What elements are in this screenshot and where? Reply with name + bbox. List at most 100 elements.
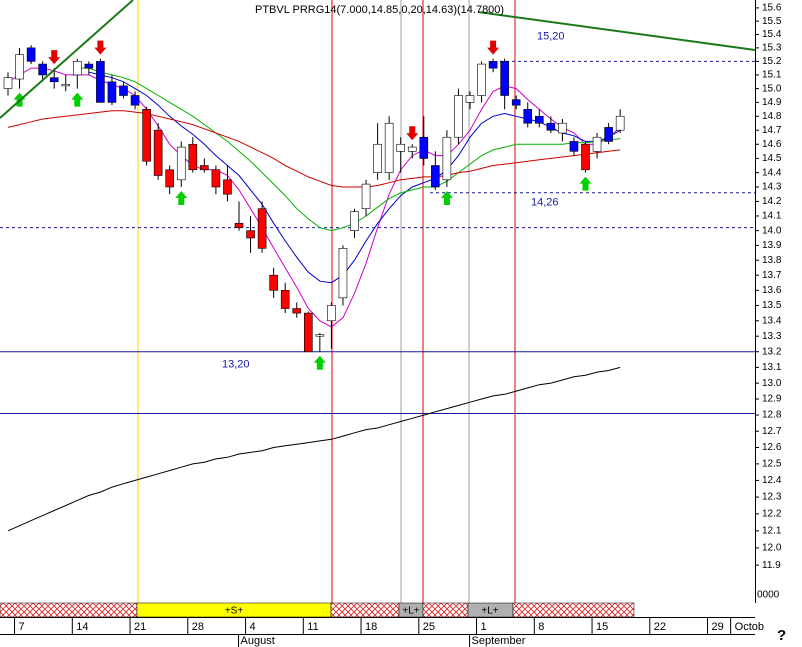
help-icon[interactable]: ? [777, 627, 786, 644]
y-tick-label: 15.2 [762, 56, 782, 67]
trend-lines [0, 0, 756, 119]
candle-body [488, 61, 498, 69]
candle-body [315, 334, 325, 337]
x-tick-label: 11 [307, 621, 318, 633]
candle-body [454, 95, 463, 138]
y-tick-label: 13.1 [762, 362, 782, 373]
candle-body [442, 136, 452, 181]
signal-label: +L+ [481, 606, 498, 617]
candle-body [223, 179, 232, 195]
candle-body [49, 77, 59, 83]
candle-body [396, 143, 406, 152]
x-tick-label: 4 [250, 621, 256, 633]
sell-arrow [487, 40, 500, 55]
plot: 15,20 14,26 13,20 [0, 30, 755, 532]
y-tick-label: 11.9 [762, 560, 781, 571]
candle-body [119, 85, 128, 96]
x-tick-label: 7 [19, 621, 25, 633]
y-tick-label: 13.4 [762, 315, 782, 326]
month-label: August [241, 635, 275, 647]
y-tick-label: 15.3 [762, 43, 782, 54]
y-tick-label: 13.8 [762, 255, 782, 266]
candle-body [592, 136, 602, 152]
x-tick-label: 15 [596, 621, 608, 633]
candle-body [234, 222, 244, 228]
candle-body [373, 143, 382, 173]
x-tick-label: 8 [538, 621, 544, 633]
candle-body [477, 63, 486, 96]
y-tick-label: 14.6 [762, 139, 782, 150]
y-tick-label: 12.8 [762, 410, 782, 421]
y-tick-label: 12.0 [762, 543, 782, 554]
candle-body [200, 165, 209, 171]
candle-body [73, 61, 82, 76]
candle-body [350, 211, 359, 231]
y-tick-label: 14.1 [762, 211, 782, 222]
y-tick-label: 12.3 [762, 492, 782, 503]
x-tick-label: 22 [654, 621, 666, 633]
y-tick-label: 13.0 [762, 378, 782, 389]
y-tick-label: 12.5 [762, 459, 782, 470]
frame [0, 0, 756, 635]
sell-arrow [94, 40, 107, 55]
y-tick-label: 13.9 [762, 240, 782, 251]
y-tick-label: 14.9 [762, 97, 782, 108]
candle-body [384, 122, 394, 173]
buy-arrow [579, 176, 592, 191]
candle-body [61, 84, 71, 87]
candle-body [38, 63, 47, 76]
y-tick-label: 14.0 [762, 225, 782, 236]
candle-body [26, 47, 36, 62]
signal-label: +L+ [402, 606, 419, 617]
y-tick-label: 15.5 [762, 16, 782, 27]
volume-label: 0000 [757, 590, 780, 601]
moving-average [7, 366, 621, 532]
sell-arrow [406, 126, 419, 141]
y-tick-label: 13.7 [762, 270, 782, 281]
candle-body [615, 115, 625, 131]
signal-bar: +S+ +L+ +L+ [0, 602, 635, 618]
y-tick-label: 15.6 [762, 3, 782, 14]
x-tick-label: 25 [423, 621, 435, 633]
buy-arrow [440, 190, 453, 205]
moving-average [7, 110, 621, 188]
y-tick-label: 13.2 [762, 346, 782, 357]
candle-body [257, 208, 267, 249]
x-tick-label: 21 [134, 621, 146, 633]
candle-body [246, 230, 255, 239]
candle-body [153, 129, 163, 176]
candle-body [511, 99, 521, 106]
y-tick-label: 15.4 [762, 29, 782, 40]
x-tick-label: 18 [365, 621, 377, 633]
candle-body [500, 61, 509, 96]
y-tick-label: 12.4 [762, 475, 782, 486]
level-label: 13,20 [222, 359, 250, 371]
candle-body [165, 169, 174, 188]
candle-body [303, 312, 313, 353]
candle-body [3, 77, 13, 89]
candle-body [419, 136, 429, 159]
moving-average [77, 67, 621, 232]
x-tick-label: Octob [735, 621, 764, 633]
candle-body [327, 305, 336, 322]
x-tick-label: 28 [192, 621, 204, 633]
candle-body [361, 183, 371, 209]
candle-body [569, 141, 579, 152]
candle-body [465, 95, 475, 103]
y-tick-label: 12.2 [762, 509, 782, 520]
level-label: 15,20 [537, 30, 565, 42]
x-tick-label: 14 [76, 621, 88, 633]
candle-body [15, 54, 24, 80]
y-tick-label: 14.2 [762, 196, 782, 207]
candle-body [581, 143, 590, 171]
candle-body [211, 169, 221, 188]
candle-body [188, 143, 198, 171]
candle-body [84, 63, 94, 69]
candle-body [176, 146, 186, 181]
candle-body [431, 165, 440, 188]
y-tick-label: 14.4 [762, 167, 782, 178]
candle-body [338, 248, 348, 299]
sell-arrow [48, 50, 61, 65]
candle-body [407, 146, 417, 152]
y-tick-label: 15.0 [762, 83, 782, 94]
